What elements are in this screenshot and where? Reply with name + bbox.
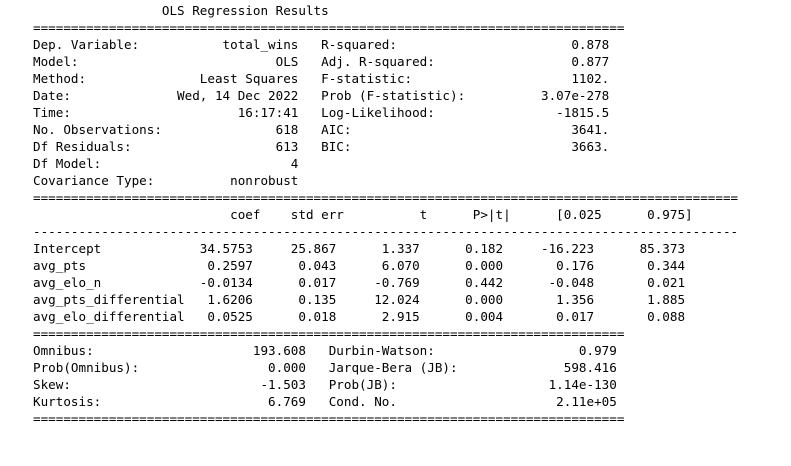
- coef-table-header: coef std err t P>|t| [0.025 0.975]: [33, 207, 693, 222]
- summary-row-model: Model: OLS Adj. R-squared: 0.877: [33, 54, 610, 69]
- coef-row-avg-pts: avg_pts 0.2597 0.043 6.070 0.000 0.176 0…: [33, 258, 686, 273]
- coef-row-avg-elo-n: avg_elo_n -0.0134 0.017 -0.769 0.442 -0.…: [33, 275, 686, 290]
- summary-row-covariance: Covariance Type: nonrobust: [33, 173, 299, 188]
- separator-line: ========================================…: [33, 20, 625, 35]
- diagnostic-row-kurtosis: Kurtosis: 6.769 Cond. No. 2.11e+05: [33, 394, 617, 409]
- summary-row-df-residuals: Df Residuals: 613 BIC: 3663.: [33, 139, 610, 154]
- ols-regression-output: OLS Regression Results =================…: [33, 3, 739, 426]
- summary-row-df-model: Df Model: 4: [33, 156, 299, 171]
- diagnostic-row-prob-omnibus: Prob(Omnibus): 0.000 Jarque-Bera (JB): 5…: [33, 360, 617, 375]
- diagnostic-row-skew: Skew: -1.503 Prob(JB): 1.14e-130: [33, 377, 617, 392]
- summary-row-observations: No. Observations: 618 AIC: 3641.: [33, 122, 610, 137]
- separator-line: ========================================…: [33, 326, 625, 341]
- separator-line: ========================================…: [33, 411, 625, 426]
- summary-row-method: Method: Least Squares F-statistic: 1102.: [33, 71, 610, 86]
- coef-row-avg-elo-differential: avg_elo_differential 0.0525 0.018 2.915 …: [33, 309, 686, 324]
- separator-line: ========================================…: [33, 190, 739, 205]
- summary-row-time: Time: 16:17:41 Log-Likelihood: -1815.5: [33, 105, 610, 120]
- diagnostic-row-omnibus: Omnibus: 193.608 Durbin-Watson: 0.979: [33, 343, 617, 358]
- dash-separator-line: ----------------------------------------…: [33, 224, 739, 239]
- report-title: OLS Regression Results: [33, 3, 458, 18]
- summary-row-date: Date: Wed, 14 Dec 2022 Prob (F-statistic…: [33, 88, 610, 103]
- summary-row-dep-variable: Dep. Variable: total_wins R-squared: 0.8…: [33, 37, 610, 52]
- coef-row-intercept: Intercept 34.5753 25.867 1.337 0.182 -16…: [33, 241, 686, 256]
- coef-row-avg-pts-differential: avg_pts_differential 1.6206 0.135 12.024…: [33, 292, 686, 307]
